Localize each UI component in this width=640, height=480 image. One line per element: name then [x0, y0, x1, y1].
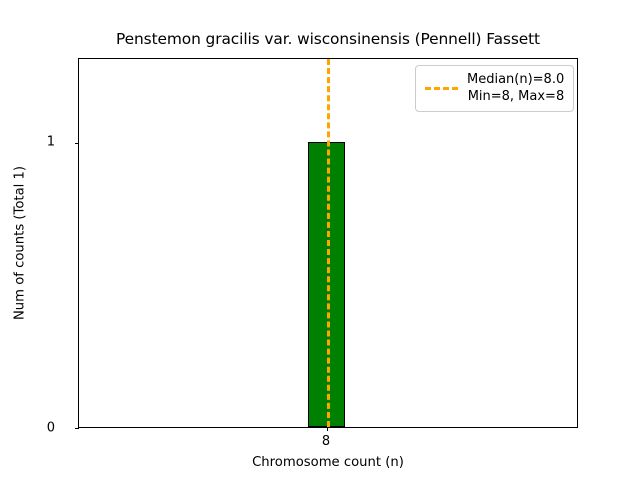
y-tick-mark-0 — [75, 427, 79, 429]
x-tick-label-8: 8 — [321, 434, 331, 449]
y-tick-label-0: 0 — [46, 420, 55, 436]
y-tick-label-1: 1 — [46, 134, 55, 150]
y-tick-mark-1 — [75, 142, 79, 144]
legend-text-group: Median(n)=8.0 Min=8, Max=8 — [467, 72, 564, 105]
median-line — [326, 59, 330, 427]
y-axis-label: Num of counts (Total 1) — [12, 165, 28, 321]
x-tick-mark-8 — [326, 427, 328, 431]
legend-label-minmax: Min=8, Max=8 — [467, 88, 565, 104]
legend-median-line-swatch — [425, 87, 458, 91]
legend: Median(n)=8.0 Min=8, Max=8 — [415, 65, 575, 113]
plot-area — [75, 58, 578, 431]
chart-title: Penstemon gracilis var. wisconsinensis (… — [116, 30, 540, 48]
x-axis-label: Chromosome count (n) — [252, 455, 404, 470]
y-axis-label-container: Num of counts (Total 1) — [0, 58, 40, 428]
legend-label-median: Median(n)=8.0 — [467, 72, 565, 87]
